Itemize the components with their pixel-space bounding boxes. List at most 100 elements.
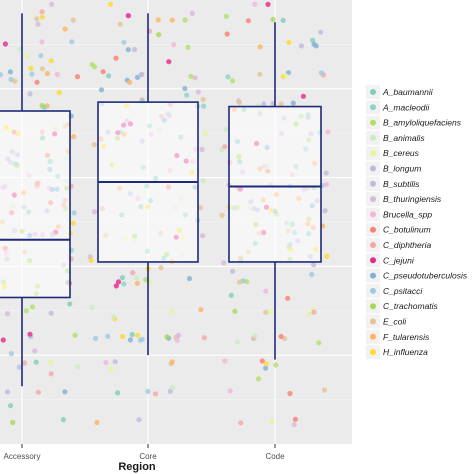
data-point [171, 42, 177, 48]
data-point [29, 304, 35, 310]
data-point [201, 103, 207, 109]
data-point [27, 91, 33, 97]
data-point [34, 79, 40, 85]
legend-swatch [370, 303, 376, 310]
legend-item: C_pseudotuberculosis [366, 268, 468, 283]
data-point [135, 332, 141, 338]
data-point [7, 69, 13, 75]
x-tick-label: Accessory [4, 452, 41, 461]
x-axis-title: Region [118, 461, 156, 473]
data-point [121, 281, 127, 287]
data-point [167, 388, 173, 394]
data-point [318, 29, 324, 35]
boxplot-accessory [0, 13, 71, 387]
data-point [311, 309, 317, 315]
legend-label: B_subtilis [383, 179, 420, 189]
data-point [130, 270, 136, 276]
legend-swatch [370, 226, 376, 233]
data-point [300, 93, 306, 99]
data-point [0, 72, 4, 78]
data-point [48, 371, 54, 377]
data-point [125, 13, 132, 19]
data-point [238, 420, 244, 426]
data-point [48, 58, 54, 64]
legend-item: C_trachomatis [366, 299, 439, 314]
data-point [219, 212, 225, 218]
data-point [115, 279, 122, 285]
data-point [200, 177, 206, 184]
legend-swatch [370, 196, 376, 203]
legend-swatch [370, 242, 376, 248]
legend-label: C_psitacci [383, 286, 423, 296]
legend-swatch [370, 211, 376, 218]
data-point [306, 311, 313, 317]
data-point [269, 418, 275, 424]
data-point [62, 26, 68, 32]
x-tick-label: Core [139, 452, 157, 461]
data-point [107, 1, 113, 7]
legend-swatch [370, 104, 376, 111]
data-point [169, 17, 175, 23]
data-point [198, 307, 204, 313]
data-point [199, 146, 205, 153]
data-point [71, 210, 77, 216]
data-point [88, 257, 94, 263]
legend-label: A_macleodii [382, 102, 430, 112]
data-point [278, 333, 284, 340]
data-point [8, 76, 14, 82]
data-point [287, 390, 293, 397]
legend-label: B_amyloliquefaciens [383, 118, 462, 128]
legend-label: E_coli [383, 317, 407, 327]
legend-swatch [370, 272, 376, 279]
legend-item: B_subtilis [366, 176, 420, 191]
legend-label: Brucella_spp [383, 209, 432, 219]
data-point [89, 305, 95, 311]
legend-swatch [370, 257, 376, 264]
data-point [60, 417, 66, 423]
data-point [309, 271, 315, 278]
data-point [255, 376, 262, 382]
data-point [129, 331, 135, 338]
legend-swatch [370, 318, 376, 325]
data-point [21, 360, 27, 366]
data-point [67, 301, 73, 307]
data-point [280, 17, 286, 23]
data-point [223, 126, 229, 133]
data-point [285, 295, 291, 301]
data-point [106, 73, 112, 79]
data-point [32, 348, 38, 354]
data-point [100, 69, 106, 75]
data-point [298, 43, 304, 49]
data-point [198, 205, 204, 211]
data-point [115, 390, 121, 396]
data-point [174, 337, 180, 343]
data-point [105, 333, 111, 339]
data-point [290, 100, 296, 106]
data-point [16, 364, 22, 370]
data-point [117, 21, 123, 27]
data-point [39, 39, 45, 45]
legend-swatch [370, 333, 376, 340]
data-point [184, 92, 190, 98]
data-point [108, 366, 114, 372]
data-point [112, 359, 118, 365]
data-point [195, 89, 201, 95]
data-point [120, 333, 126, 340]
data-point [75, 364, 81, 370]
data-point [139, 336, 145, 342]
x-tick-label: Code [265, 452, 285, 461]
data-point [92, 335, 99, 341]
data-point [49, 1, 55, 7]
data-point [265, 1, 271, 7]
boxplot-code [228, 22, 322, 360]
data-point [164, 334, 170, 340]
data-point [169, 308, 175, 314]
legend-item: Brucella_spp [366, 207, 432, 222]
data-point [186, 275, 193, 282]
data-point [23, 308, 29, 314]
legend-swatch [370, 150, 376, 157]
data-point [263, 365, 269, 371]
data-point [252, 333, 258, 339]
data-point [182, 17, 188, 23]
legend-item: C_jejuni [366, 253, 415, 268]
